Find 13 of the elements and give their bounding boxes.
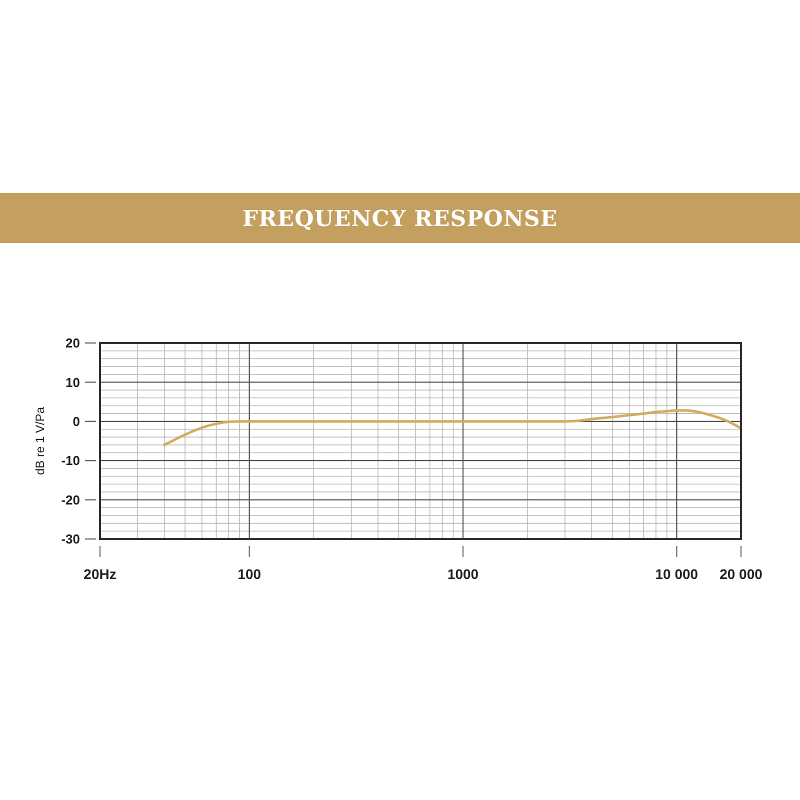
x-tick-label: 20Hz — [84, 566, 116, 582]
y-tick-label: -10 — [61, 453, 80, 468]
x-tick-label: 1000 — [447, 566, 479, 582]
y-tick-label: -30 — [61, 532, 80, 547]
x-tick-label: 100 — [238, 566, 262, 582]
y-tick-label: 10 — [66, 374, 80, 390]
y-tick-label: 20 — [66, 336, 80, 351]
y-tick-label: 0 — [72, 414, 80, 429]
y-tick-label: -20 — [61, 492, 80, 508]
x-tick-label: 10 000 — [655, 566, 698, 582]
chart-title: FREQUENCY RESPONSE — [242, 206, 558, 232]
y-axis-title: dB re 1 V/Pa — [33, 406, 47, 476]
x-tick-label: 20 000 — [720, 566, 763, 582]
